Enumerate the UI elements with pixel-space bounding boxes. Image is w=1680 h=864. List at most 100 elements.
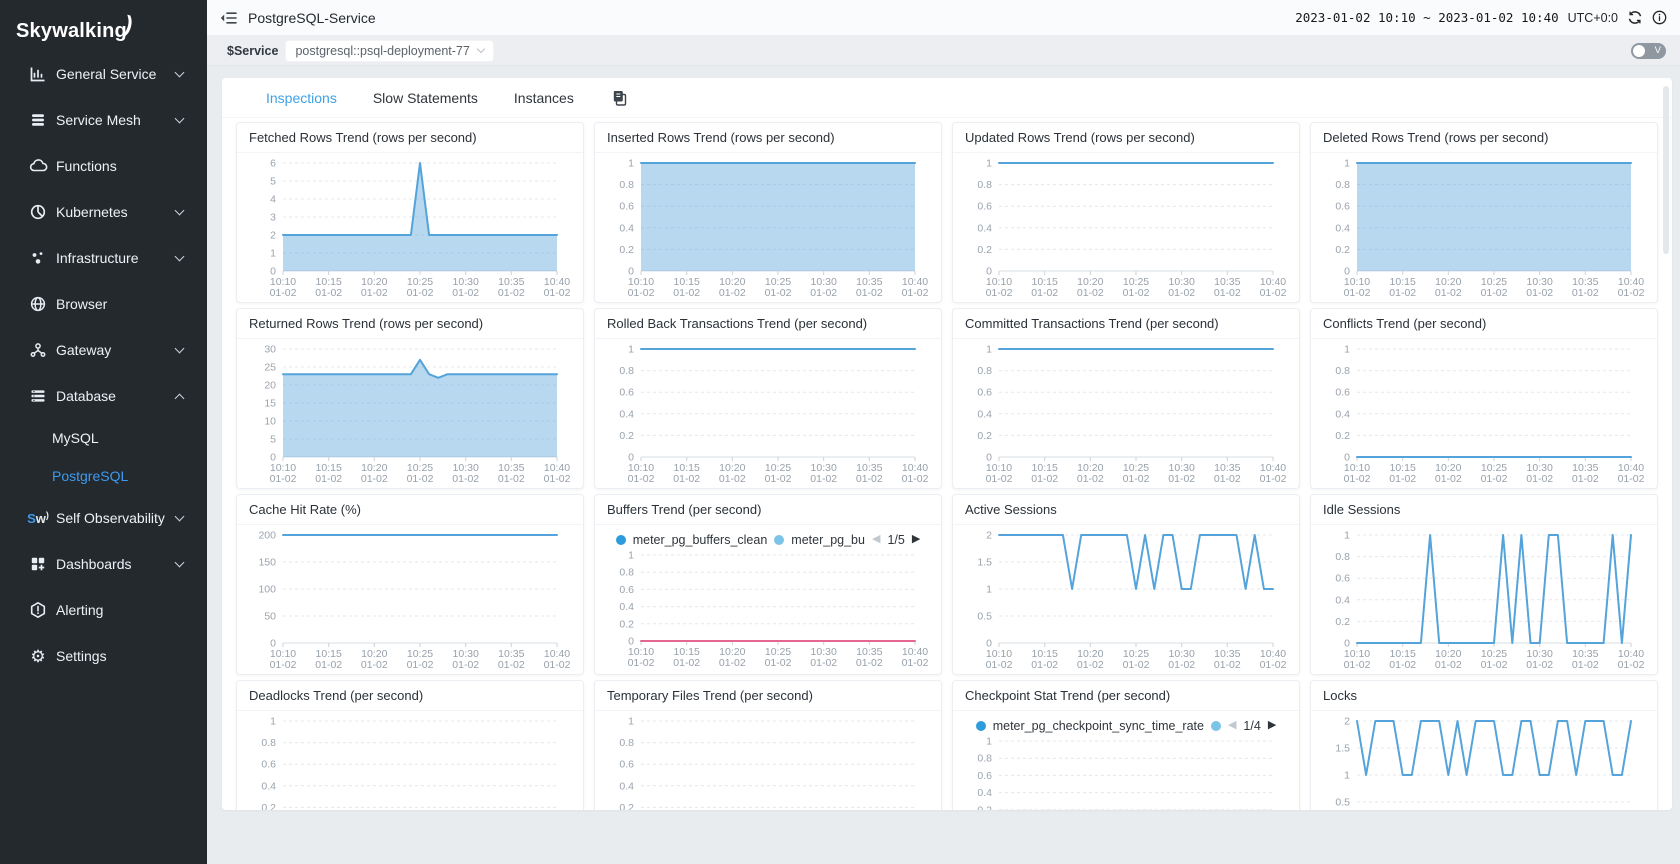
x-axis-labels: 10:1001-0210:1501-0210:2001-0210:2501-02…	[1344, 643, 1645, 671]
dashboard-panel: InspectionsSlow StatementsInstances Fetc…	[222, 78, 1672, 810]
sidebar-item-self-observability[interactable]: Sw)Self Observability	[0, 495, 207, 541]
svg-text:01-02: 01-02	[1389, 659, 1416, 671]
svg-text:0.6: 0.6	[1335, 573, 1350, 585]
legend-next-icon[interactable]: ▶	[1268, 720, 1276, 731]
svg-text:01-02: 01-02	[270, 659, 297, 671]
legend-item-label[interactable]: meter_pg_bu	[791, 533, 865, 547]
chevron-up-icon	[175, 393, 185, 403]
chart-title: Inserted Rows Trend (rows per second)	[595, 123, 941, 153]
time-range[interactable]: 2023-01-02 10:10 ~ 2023-01-02 10:40	[1295, 10, 1558, 25]
legend-dot-icon[interactable]	[1211, 721, 1221, 731]
svg-text:0.8: 0.8	[619, 179, 634, 191]
svg-text:01-02: 01-02	[315, 659, 342, 671]
svg-text:01-02: 01-02	[719, 473, 746, 485]
x-axis-labels: 10:1001-0210:1501-0210:2001-0210:2501-02…	[1344, 457, 1645, 485]
legend-dot-icon[interactable]	[774, 535, 784, 545]
sidebar-item-kubernetes[interactable]: Kubernetes	[0, 189, 207, 235]
page-title: PostgreSQL-Service	[248, 10, 376, 26]
sidebar-item-general-service[interactable]: General Service	[0, 51, 207, 97]
svg-text:0.6: 0.6	[619, 584, 634, 596]
legend-next-icon[interactable]: ▶	[912, 534, 920, 545]
svg-text:01-02: 01-02	[628, 287, 655, 299]
logo-text-suffix: walking	[52, 20, 127, 42]
sidebar-item-gateway[interactable]: Gateway	[0, 327, 207, 373]
copy-dashboard-icon[interactable]	[612, 90, 628, 106]
svg-text:01-02: 01-02	[1168, 287, 1195, 299]
svg-text:01-02: 01-02	[1260, 287, 1287, 299]
svg-text:1: 1	[986, 584, 992, 596]
svg-text:0.6: 0.6	[977, 770, 992, 782]
legend-dot-icon[interactable]	[616, 535, 626, 545]
sidebar-item-settings[interactable]: ⚙Settings	[0, 633, 207, 679]
chevron-down-icon	[175, 206, 185, 216]
x-axis-labels: 10:1001-0210:1501-0210:2001-0210:2501-02…	[986, 643, 1287, 671]
legend-page-indicator: 1/4	[1243, 719, 1260, 733]
kubernetes-icon	[28, 203, 48, 221]
svg-text:01-02: 01-02	[1572, 473, 1599, 485]
y-axis-labels: 00.511.52	[1335, 716, 1350, 811]
svg-text:01-02: 01-02	[673, 473, 700, 485]
legend-item-label[interactable]: meter_pg_checkpoint_sync_time_rate	[993, 719, 1204, 733]
refresh-icon[interactable]	[1627, 10, 1643, 25]
sidebar-collapse-icon[interactable]	[220, 11, 237, 25]
svg-text:01-02: 01-02	[1031, 287, 1058, 299]
sidebar-item-alerting[interactable]: Alerting	[0, 587, 207, 633]
y-axis-labels: 051015202530	[264, 344, 276, 464]
chart-body: meter_pg_checkpoint_sync_time_rate ◀ 1/4 ▶ 0…	[953, 711, 1299, 810]
sidebar-item-dashboards[interactable]: Dashboards	[0, 541, 207, 587]
svg-text:0.8: 0.8	[977, 365, 992, 377]
cloud-icon	[28, 157, 48, 175]
sidebar-item-mysql[interactable]: MySQL	[0, 419, 207, 457]
sidebar-item-postgresql[interactable]: PostgreSQL	[0, 457, 207, 495]
tab-inspections[interactable]: Inspections	[266, 90, 337, 106]
svg-text:01-02: 01-02	[673, 287, 700, 299]
chart-body: 00.20.40.60.8110:1001-0210:1501-0210:200…	[595, 153, 941, 301]
svg-text:01-02: 01-02	[810, 473, 837, 485]
svg-text:01-02: 01-02	[270, 287, 297, 299]
svg-text:01-02: 01-02	[1389, 473, 1416, 485]
sidebar-item-browser[interactable]: Browser	[0, 281, 207, 327]
legend-prev-icon[interactable]: ◀	[872, 534, 880, 545]
x-axis-labels: 10:1001-0210:1501-0210:2001-0210:2501-02…	[270, 643, 571, 671]
legend-dot-icon[interactable]	[976, 721, 986, 731]
svg-text:01-02: 01-02	[1435, 287, 1462, 299]
chart-title: Deleted Rows Trend (rows per second)	[1311, 123, 1657, 153]
sidebar-item-functions[interactable]: Functions	[0, 143, 207, 189]
svg-text:30: 30	[264, 344, 276, 356]
chart-body: 00.20.40.60.8110:1001-0210:1501-0210:200…	[1311, 525, 1657, 673]
x-axis-labels: 10:1001-0210:1501-0210:2001-0210:2501-02…	[628, 457, 929, 485]
svg-text:01-02: 01-02	[1481, 659, 1508, 671]
sidebar-item-database[interactable]: Database	[0, 373, 207, 419]
chart-title: Locks	[1311, 681, 1657, 711]
chart-title: Active Sessions	[953, 495, 1299, 525]
info-icon[interactable]	[1652, 10, 1667, 25]
svg-text:0.2: 0.2	[977, 804, 992, 810]
svg-text:01-02: 01-02	[810, 657, 837, 669]
chart-title: Updated Rows Trend (rows per second)	[953, 123, 1299, 153]
x-axis-labels: 10:1001-0210:1501-0210:2001-0210:2501-02…	[986, 271, 1287, 299]
chevron-down-icon	[175, 558, 185, 568]
legend-item-label[interactable]: meter_pg_buffers_clean	[633, 533, 768, 547]
chart-body: 00.20.40.60.8110:1001-0210:1501-0210:200…	[237, 711, 583, 810]
svg-text:01-02: 01-02	[1572, 287, 1599, 299]
panel-scrollbar[interactable]	[1663, 86, 1669, 254]
chart-icon	[28, 65, 48, 83]
svg-text:01-02: 01-02	[407, 473, 434, 485]
view-toggle[interactable]: V	[1631, 43, 1666, 59]
chart-title: Temporary Files Trend (per second)	[595, 681, 941, 711]
tab-slow-statements[interactable]: Slow Statements	[373, 90, 478, 106]
chart-card: Updated Rows Trend (rows per second)00.2…	[952, 122, 1300, 303]
svg-text:0.6: 0.6	[1335, 387, 1350, 399]
svg-text:0.6: 0.6	[977, 387, 992, 399]
legend-prev-icon[interactable]: ◀	[1228, 720, 1236, 731]
chart-title: Deadlocks Trend (per second)	[237, 681, 583, 711]
x-axis-labels: 10:1001-0210:1501-0210:2001-0210:2501-02…	[1344, 271, 1645, 299]
sidebar-item-infrastructure[interactable]: Infrastructure	[0, 235, 207, 281]
service-select[interactable]: postgresql::psql-deployment-77	[285, 40, 493, 62]
tab-instances[interactable]: Instances	[514, 90, 574, 106]
sidebar-item-label: Gateway	[56, 342, 176, 358]
chevron-down-icon	[477, 45, 485, 53]
x-axis-labels: 10:1001-0210:1501-0210:2001-0210:2501-02…	[628, 271, 929, 299]
sidebar-item-service-mesh[interactable]: Service Mesh	[0, 97, 207, 143]
alert-icon	[28, 601, 48, 619]
